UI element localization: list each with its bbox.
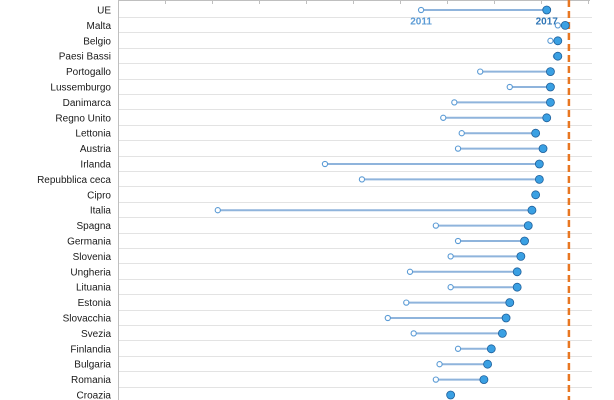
point-2017 [546,67,555,76]
category-label: Portogallo [66,67,111,78]
category-label: Paesi Bassi [59,52,111,63]
point-2017 [523,221,533,231]
point-2017 [516,251,526,261]
category-label: Slovenia [73,252,112,263]
point-2017 [553,51,563,61]
point-2011 [454,237,462,245]
point-2011 [214,207,221,214]
point-2017 [560,20,570,30]
category-label: Spagna [77,221,112,232]
point-2017 [527,205,537,215]
category-label: Cipro [87,190,111,201]
category-label: Repubblica ceca [37,175,111,186]
category-label: Svezia [81,329,111,340]
point-2011 [321,160,329,168]
category-label: Lussemburgo [50,83,111,94]
category-label: Austria [80,144,112,155]
category-label: Lettonia [75,129,111,140]
annotations: 2011 2017 [410,17,558,28]
point-2017 [512,282,522,292]
point-2017 [505,298,515,308]
category-label: Lituania [76,283,111,294]
point-2011 [477,68,484,75]
category-label: Malta [87,21,112,32]
point-2017 [542,5,552,15]
point-2017 [553,36,563,46]
category-label: Romania [71,375,111,386]
point-2017 [531,190,541,200]
point-2011 [447,253,454,260]
category-label: Ungheria [70,267,111,278]
point-2011 [458,130,465,137]
point-2017 [483,359,493,369]
point-2011 [436,361,443,368]
year-label-2017: 2017 [536,17,559,28]
point-2017 [531,128,541,138]
point-2017 [512,267,522,277]
point-2011 [406,268,414,275]
data-marks [214,5,570,400]
category-label: Finlandia [70,344,111,355]
category-label: Italia [90,206,112,217]
category-label: Slovacchia [63,314,112,325]
category-label: Belgio [83,36,111,47]
point-2017 [520,236,529,246]
point-2017 [538,144,548,154]
category-label: Regno Unito [55,113,111,124]
point-2011 [432,222,440,229]
category-label: Danimarca [63,98,112,109]
category-label: Germania [67,237,111,248]
point-2011 [506,83,513,91]
category-label: Estonia [78,298,112,309]
point-2011 [554,22,561,29]
axes [118,0,590,400]
point-2011 [410,330,417,337]
category-label: Irlanda [80,160,111,171]
point-2011 [451,99,458,106]
point-2011 [454,345,462,352]
point-2011 [384,314,391,322]
point-2017 [534,159,544,169]
point-2017 [446,390,456,400]
point-2011 [447,284,454,291]
point-2011 [403,299,410,306]
category-label: UE [97,6,111,17]
point-2011 [358,176,366,183]
category-labels: UE Malta Belgio Paesi Bassi Portogallo Lussem… [37,6,111,400]
year-label-2011: 2011 [410,17,432,28]
category-label: Bulgaria [74,360,111,371]
point-2011 [417,6,425,14]
category-label: Croazia [77,391,112,400]
point-2011 [432,376,440,383]
point-2017 [546,98,555,107]
point-2017 [486,344,496,354]
point-2017 [497,328,507,338]
point-2017 [479,375,489,385]
point-2011 [454,145,462,152]
gridlines [118,17,592,388]
point-2011 [547,37,554,44]
point-2017 [534,174,544,184]
point-2017 [546,82,555,92]
point-2011 [440,114,447,121]
point-2017 [542,113,552,123]
point-2017 [501,313,511,323]
